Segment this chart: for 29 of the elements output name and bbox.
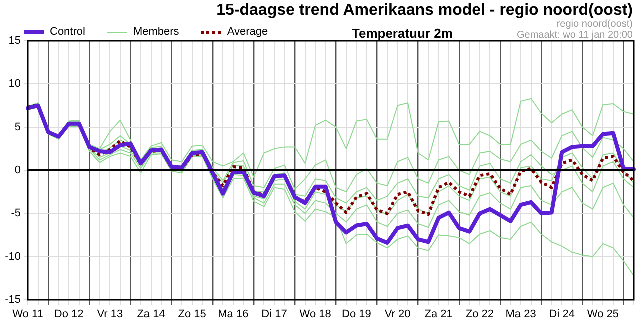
x-tick-label: Di 24 <box>549 308 575 321</box>
y-tick-label: -5 <box>11 208 21 220</box>
x-tick-label: Wo 25 <box>587 308 619 321</box>
chart-title: 15-daagse trend Amerikaans model - regio noord(oost) <box>216 2 633 20</box>
y-tick-label: 10 <box>8 78 21 90</box>
chart-subtitle: Temperatuur 2m <box>352 26 453 41</box>
text: regio noord(oost) <box>556 19 633 30</box>
y-tick-label: 15 <box>8 35 21 48</box>
y-tick-label: 5 <box>14 121 21 134</box>
x-tick-label: Za 14 <box>137 308 166 321</box>
x-tick-label: Zo 15 <box>178 308 206 321</box>
annotation: Gemaakt: wo 11 jan 20:00 <box>517 30 633 41</box>
x-tick-label: Zo 22 <box>466 308 494 321</box>
x-tick-label: Do 19 <box>342 308 372 321</box>
x-tick-label: Ma 16 <box>218 308 249 321</box>
y-tick-label: 0 <box>14 164 21 177</box>
x-tick-label: Wo 18 <box>300 308 332 321</box>
x-tick-label: Wo 11 <box>12 308 44 321</box>
y-tick-label: -10 <box>5 250 21 263</box>
legend-label: Control <box>50 26 86 38</box>
x-tick-label: Za 21 <box>424 308 453 321</box>
x-tick-label: Do 12 <box>54 308 84 321</box>
legend-label: Members <box>133 26 180 38</box>
x-tick-label: Vr 13 <box>97 308 124 321</box>
y-tick-label: -15 <box>5 294 21 306</box>
x-tick-label: Vr 20 <box>384 308 411 321</box>
legend-label: Average <box>227 26 268 38</box>
x-tick-label: Di 17 <box>262 308 288 321</box>
x-tick-label: Ma 23 <box>506 308 536 321</box>
